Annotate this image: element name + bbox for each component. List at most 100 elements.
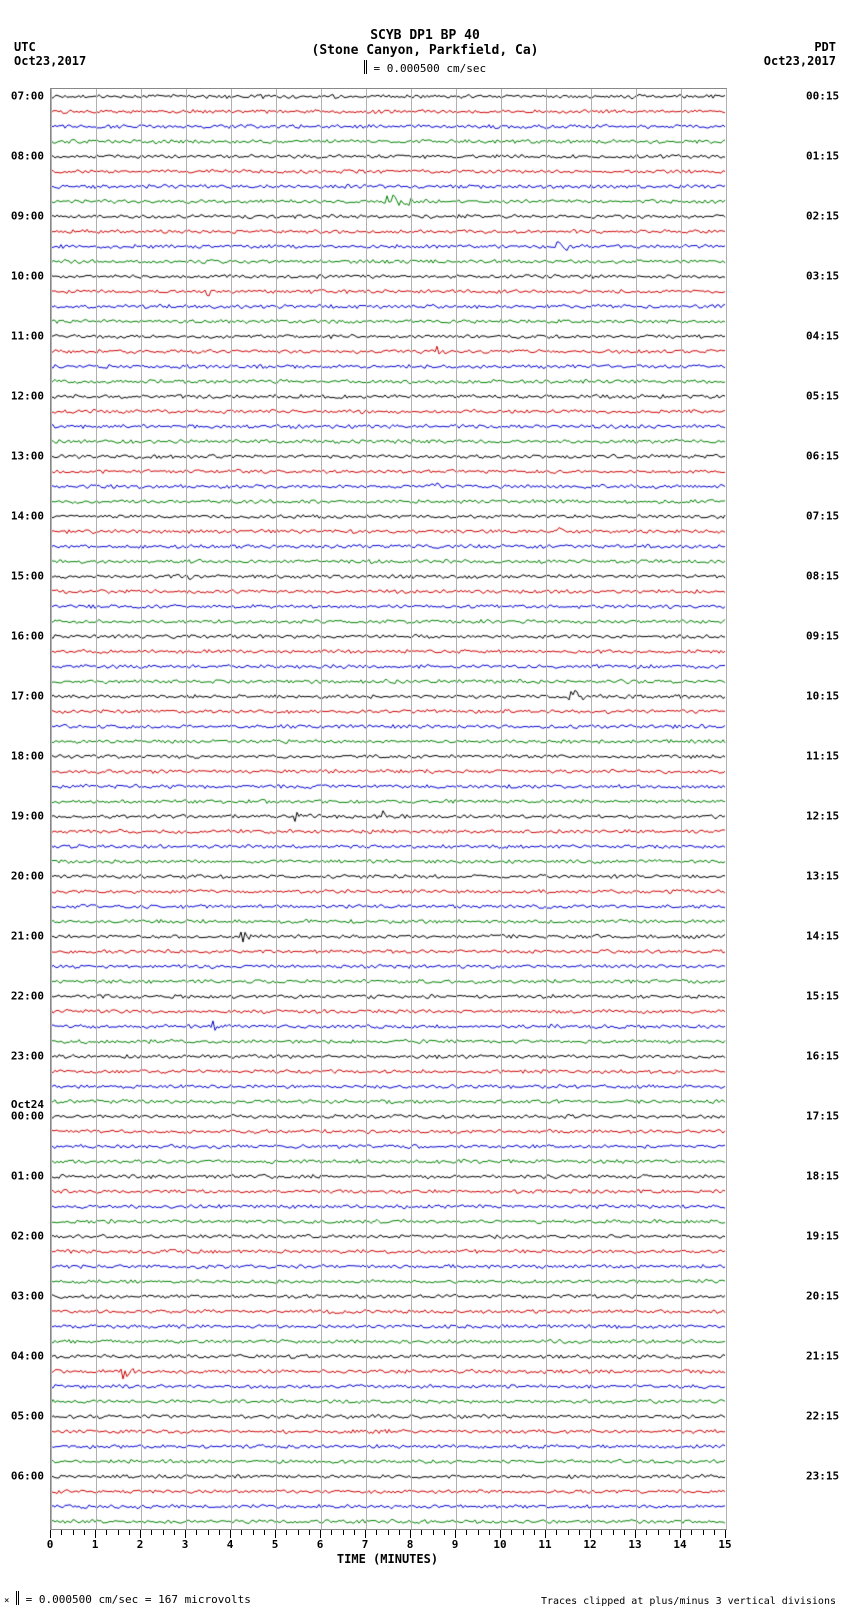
grid-line (726, 89, 727, 1529)
pdt-hour-label: 09:15 (806, 629, 839, 642)
title-line2: (Stone Canyon, Parkfield, Ca) (0, 43, 850, 58)
x-minor-tick (613, 1530, 614, 1535)
pdt-hour-label: 20:15 (806, 1289, 839, 1302)
utc-hour-label: 05:00 (11, 1409, 44, 1422)
x-axis: TIME (MINUTES) 0123456789101112131415 (50, 1530, 725, 1580)
x-tick (50, 1530, 51, 1538)
top-left-label: UTC Oct23,2017 (14, 40, 86, 68)
x-minor-tick (523, 1530, 524, 1535)
x-minor-tick (61, 1530, 62, 1535)
x-minor-tick (714, 1530, 715, 1535)
x-minor-tick (151, 1530, 152, 1535)
x-minor-tick (444, 1530, 445, 1535)
utc-hour-label: 21:00 (11, 929, 44, 942)
x-tick-label: 1 (92, 1538, 99, 1551)
x-minor-tick (174, 1530, 175, 1535)
footer-left-text: = 0.000500 cm/sec = 167 microvolts (26, 1593, 251, 1606)
utc-hour-label: 15:00 (11, 569, 44, 582)
x-minor-tick (703, 1530, 704, 1535)
utc-date-label: Oct23,2017 (14, 54, 86, 68)
x-tick (680, 1530, 681, 1538)
x-minor-tick (253, 1530, 254, 1535)
scale-label: = 0.000500 cm/sec (374, 62, 487, 75)
x-tick (500, 1530, 501, 1538)
grid-line (591, 89, 592, 1529)
utc-hour-label: 13:00 (11, 449, 44, 462)
x-minor-tick (196, 1530, 197, 1535)
grid-line (96, 89, 97, 1529)
pdt-hour-label: 05:15 (806, 389, 839, 402)
utc-hour-label: 07:00 (11, 89, 44, 102)
x-axis-label: TIME (MINUTES) (50, 1552, 725, 1566)
scale-bar-icon-footer (16, 1591, 19, 1605)
x-minor-tick (208, 1530, 209, 1535)
x-minor-tick (534, 1530, 535, 1535)
x-tick-label: 10 (493, 1538, 506, 1551)
plot-area (50, 88, 727, 1530)
x-minor-tick (354, 1530, 355, 1535)
seismogram-container: UTC Oct23,2017 PDT Oct23,2017 SCYB DP1 B… (0, 0, 850, 1613)
x-minor-tick (298, 1530, 299, 1535)
x-minor-tick (556, 1530, 557, 1535)
pdt-hour-label: 03:15 (806, 269, 839, 282)
x-tick-label: 9 (452, 1538, 459, 1551)
x-tick-label: 13 (628, 1538, 641, 1551)
utc-hour-label: 19:00 (11, 809, 44, 822)
pdt-hour-label: 13:15 (806, 869, 839, 882)
grid-line (546, 89, 547, 1529)
scale-indicator: = 0.000500 cm/sec (0, 58, 850, 80)
x-minor-tick (579, 1530, 580, 1535)
x-tick (410, 1530, 411, 1538)
pdt-hour-label: 19:15 (806, 1229, 839, 1242)
grid-line (51, 89, 52, 1529)
x-minor-tick (388, 1530, 389, 1535)
utc-hour-label: 12:00 (11, 389, 44, 402)
x-minor-tick (669, 1530, 670, 1535)
x-minor-tick (106, 1530, 107, 1535)
utc-tz-label: UTC (14, 40, 86, 54)
pdt-hour-label: 17:15 (806, 1109, 839, 1122)
grid-line (366, 89, 367, 1529)
x-minor-tick (511, 1530, 512, 1535)
pdt-hour-label: 02:15 (806, 209, 839, 222)
x-tick-label: 0 (47, 1538, 54, 1551)
x-minor-tick (478, 1530, 479, 1535)
pdt-hour-label: 08:15 (806, 569, 839, 582)
x-minor-tick (433, 1530, 434, 1535)
pdt-hour-label: 00:15 (806, 89, 839, 102)
x-minor-tick (421, 1530, 422, 1535)
x-tick-label: 7 (362, 1538, 369, 1551)
x-minor-tick (219, 1530, 220, 1535)
x-minor-tick (624, 1530, 625, 1535)
x-tick (635, 1530, 636, 1538)
utc-hour-label: 11:00 (11, 329, 44, 342)
pdt-hour-label: 16:15 (806, 1049, 839, 1062)
x-minor-tick (601, 1530, 602, 1535)
grid-line (321, 89, 322, 1529)
pdt-hour-label: 14:15 (806, 929, 839, 942)
x-minor-tick (489, 1530, 490, 1535)
x-tick (275, 1530, 276, 1538)
x-minor-tick (118, 1530, 119, 1535)
footer-left: × = 0.000500 cm/sec = 167 microvolts (4, 1593, 251, 1607)
x-minor-tick (286, 1530, 287, 1535)
x-tick (320, 1530, 321, 1538)
grid-line (501, 89, 502, 1529)
grid-line (141, 89, 142, 1529)
utc-hour-label: 18:00 (11, 749, 44, 762)
pdt-hour-label: 18:15 (806, 1169, 839, 1182)
utc-hour-label: 00:00 (11, 1109, 44, 1122)
x-tick (95, 1530, 96, 1538)
x-tick (545, 1530, 546, 1538)
x-minor-tick (658, 1530, 659, 1535)
pdt-hour-label: 23:15 (806, 1469, 839, 1482)
grid-line (681, 89, 682, 1529)
x-minor-tick (331, 1530, 332, 1535)
utc-hour-label: 03:00 (11, 1289, 44, 1302)
x-minor-tick (309, 1530, 310, 1535)
grid-line (276, 89, 277, 1529)
top-right-label: PDT Oct23,2017 (764, 40, 836, 68)
x-tick (230, 1530, 231, 1538)
x-tick-label: 8 (407, 1538, 414, 1551)
utc-hour-label: 22:00 (11, 989, 44, 1002)
